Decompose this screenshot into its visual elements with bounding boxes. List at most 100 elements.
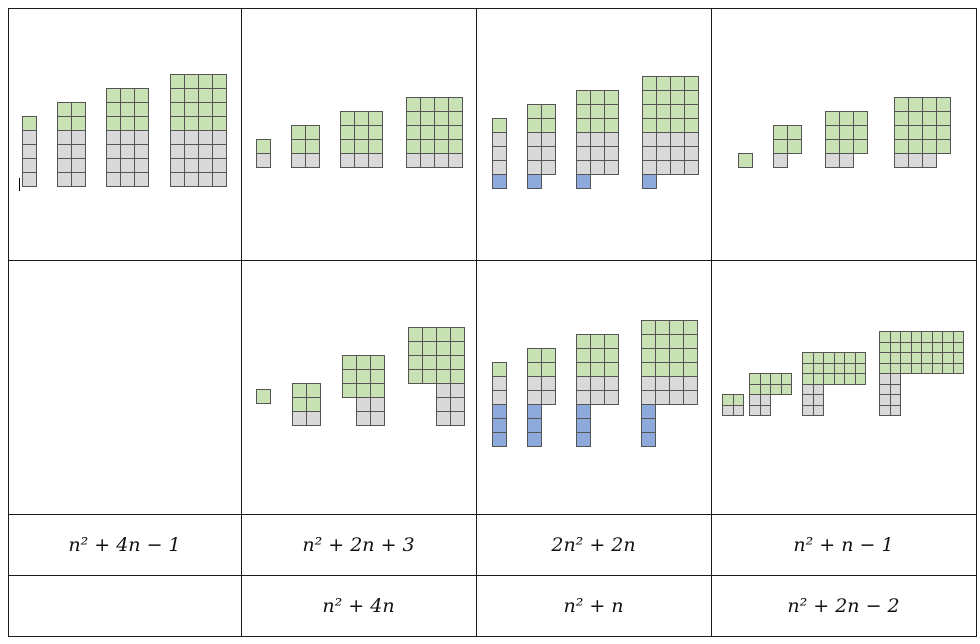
r2c3-fig4-green-tile (669, 320, 684, 335)
r1c2-fig4-gray-tile (448, 153, 463, 168)
r2c2-fig2-gray-tile (292, 411, 307, 426)
r2c3-fig3-gray-tile (590, 390, 605, 405)
table-hline (8, 514, 977, 515)
r1c2-fig4-green-tile (420, 139, 435, 154)
r1c1-fig1-green-tile (22, 116, 37, 131)
r2c2-fig4-green-tile (422, 341, 437, 356)
r1c2-fig2-gray-tile (291, 153, 306, 168)
r2c4-fig3-green-tile (854, 373, 866, 385)
r1c3-fig1-gray-tile (492, 160, 507, 175)
r1c2-fig4-green-tile (434, 97, 449, 112)
r1c3-fig4-green-tile (642, 76, 657, 91)
r2c2-fig4-gray-tile (436, 411, 451, 426)
r1c3-fig3-green-tile (604, 118, 619, 133)
r2c3-fig3-gray-tile (576, 390, 591, 405)
r2c3-fig3-green-tile (576, 334, 591, 349)
r1c1-fig4-gray-tile (212, 130, 227, 145)
r2c2-fig4-gray-tile (450, 397, 465, 412)
r1c3-fig3-blue-tile (576, 174, 591, 189)
r1c2-fig1-green-tile (256, 139, 271, 154)
r2c3-fig1-gray-tile (492, 376, 507, 391)
r2c3-fig4-gray-tile (641, 390, 656, 405)
r2c2-fig2-green-tile (306, 383, 321, 398)
r1c1-fig3-green-tile (134, 116, 149, 131)
r2c3-fig4-green-tile (641, 362, 656, 377)
r2c3-fig2-gray-tile (541, 390, 556, 405)
r1c4-fig3-green-tile (853, 139, 868, 154)
r2c2-fig4-green-tile (436, 355, 451, 370)
r1c1-fig4-gray-tile (170, 130, 185, 145)
table-hline (8, 8, 977, 9)
r1c4-fig3-green-tile (853, 111, 868, 126)
r1c1-fig3-green-tile (134, 102, 149, 117)
r1c1-fig2-gray-tile (71, 144, 86, 159)
r2c3-fig3-green-tile (576, 348, 591, 363)
r2c2-fig3-green-tile (370, 383, 385, 398)
r1c1-fig3-gray-tile (134, 144, 149, 159)
r2c2-fig3-green-tile (356, 369, 371, 384)
r1c3-fig3-green-tile (590, 104, 605, 119)
r2c2-fig4-green-tile (450, 355, 465, 370)
r2c2-fig2-gray-tile (306, 411, 321, 426)
r2c4-fig1-gray-tile (732, 404, 744, 416)
r1c4-fig3-green-tile (825, 125, 840, 140)
r1c1-fig4-green-tile (170, 88, 185, 103)
expression-r4c4: n² + 2n − 2 (787, 594, 900, 617)
r1c3-fig2-blue-tile (527, 174, 542, 189)
r1c1-fig4-green-tile (198, 88, 213, 103)
r1c1-fig3-gray-tile (134, 130, 149, 145)
r1c3-fig3-gray-tile (604, 160, 619, 175)
r1c4-fig4-green-tile (936, 139, 951, 154)
r2c2-fig4-green-tile (422, 369, 437, 384)
expression-r4c2: n² + 4n (322, 594, 395, 617)
r1c3-fig4-green-tile (656, 90, 671, 105)
r2c2-fig3-green-tile (342, 369, 357, 384)
r2c4-fig3-gray-tile (812, 404, 824, 416)
r1c1-fig3-gray-tile (120, 144, 135, 159)
r1c3-fig4-green-tile (656, 104, 671, 119)
r1c4-fig4-green-tile (894, 111, 909, 126)
r1c2-fig3-gray-tile (368, 153, 383, 168)
r1c1-fig3-gray-tile (106, 158, 121, 173)
r1c4-fig2-green-tile (787, 139, 802, 154)
r1c1-fig3-gray-tile (120, 130, 135, 145)
r2c2-fig3-green-tile (356, 355, 371, 370)
r2c3-fig4-gray-tile (655, 390, 670, 405)
r1c4-fig4-green-tile (908, 125, 923, 140)
r1c1-fig4-green-tile (184, 88, 199, 103)
r2c2-fig4-green-tile (436, 369, 451, 384)
r1c3-fig3-gray-tile (604, 132, 619, 147)
r1c1-fig4-green-tile (212, 88, 227, 103)
r1c1-fig3-green-tile (120, 116, 135, 131)
r2c3-fig1-blue-tile (492, 404, 507, 419)
r2c2-fig4-green-tile (408, 341, 423, 356)
r1c3-fig3-gray-tile (576, 146, 591, 161)
r1c1-fig2-gray-tile (57, 130, 72, 145)
r2c3-fig4-green-tile (669, 348, 684, 363)
r1c2-fig4-green-tile (406, 139, 421, 154)
r1c3-fig3-green-tile (604, 90, 619, 105)
r1c2-fig4-green-tile (420, 125, 435, 140)
r1c2-fig2-gray-tile (305, 153, 320, 168)
r1c1-fig4-gray-tile (212, 172, 227, 187)
r2c2-fig4-gray-tile (436, 383, 451, 398)
r2c3-fig4-green-tile (655, 320, 670, 335)
r1c1-fig2-green-tile (71, 102, 86, 117)
r1c3-fig3-green-tile (590, 90, 605, 105)
r1c4-fig3-gray-tile (839, 153, 854, 168)
r2c3-fig4-green-tile (683, 334, 698, 349)
r1c3-fig4-green-tile (684, 90, 699, 105)
r1c2-fig2-green-tile (291, 139, 306, 154)
r2c3-fig3-blue-tile (576, 404, 591, 419)
r2c3-fig4-gray-tile (669, 376, 684, 391)
r2c3-fig3-blue-tile (576, 432, 591, 447)
r1c4-fig4-green-tile (936, 111, 951, 126)
r1c3-fig2-gray-tile (541, 132, 556, 147)
r1c1-fig4-gray-tile (170, 144, 185, 159)
r1c3-fig4-green-tile (656, 76, 671, 91)
r1c3-fig3-green-tile (590, 118, 605, 133)
expression-r4c3: n² + n (563, 594, 624, 617)
r2c2-fig4-green-tile (422, 327, 437, 342)
r1c2-fig4-green-tile (434, 139, 449, 154)
r1c3-fig4-green-tile (670, 118, 685, 133)
